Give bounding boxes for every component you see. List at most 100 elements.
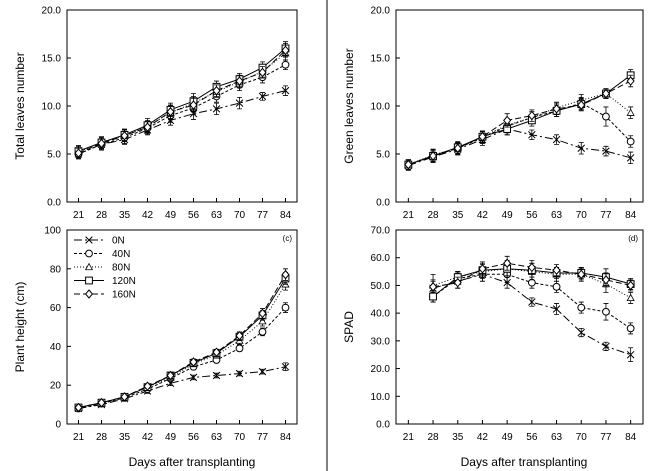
data-point (143, 381, 152, 391)
y-tick-label: 20.0 (371, 6, 391, 17)
x-tick-label: 21 (403, 210, 415, 221)
chart-panel-green-leaves: 0.0 5.0 10.0 15.0 20.0 21 28 35 42 49 56 63 70 77 84 Gr… (342, 6, 644, 221)
x-tick-label: 35 (452, 432, 464, 443)
x-tick-label: 42 (477, 210, 489, 221)
series-line (78, 49, 286, 154)
x-tick-label: 77 (600, 432, 612, 443)
data-point (552, 135, 561, 144)
series-line (78, 90, 286, 155)
series-line (78, 307, 286, 409)
y-tick-label: 5.0 (376, 150, 390, 161)
series-line (408, 80, 631, 166)
data-point (527, 262, 536, 273)
legend-label: 120N (112, 276, 136, 287)
data-point (503, 258, 512, 269)
data-point (428, 282, 438, 292)
data-point (428, 151, 438, 161)
data-point (404, 159, 413, 170)
data-point (74, 402, 83, 413)
y-tick-label: 10.0 (371, 102, 391, 113)
y-tick-label: 100 (44, 226, 61, 237)
data-point (478, 131, 487, 142)
data-point (503, 115, 512, 126)
data-point (577, 328, 586, 337)
data-point (120, 392, 129, 402)
series-line (78, 64, 286, 155)
data-point (235, 330, 244, 341)
data-point (528, 131, 536, 139)
x-tick-label: 70 (234, 210, 246, 221)
data-point (74, 148, 83, 158)
data-point (235, 344, 244, 353)
x-tick-label: 42 (142, 432, 154, 443)
data-point (626, 137, 635, 146)
data-point (120, 130, 129, 141)
x-tick-label: 84 (625, 432, 637, 443)
y-tick-label: 0.0 (376, 198, 390, 209)
data-point (626, 293, 635, 302)
data-point (281, 45, 290, 56)
data-point (601, 88, 611, 99)
data-point (281, 363, 290, 371)
x-tick-label: 21 (73, 432, 85, 443)
y-tick-label: 70.0 (371, 226, 391, 237)
data-point (258, 67, 267, 78)
data-point (212, 85, 221, 96)
data-point (212, 371, 221, 380)
x-tick-label: 28 (427, 210, 439, 221)
x-tick-label: 35 (452, 210, 464, 221)
legend-marker (84, 262, 94, 271)
data-point (626, 324, 635, 333)
x-tick-label: 56 (526, 432, 538, 443)
y-tick-label: 20.0 (371, 364, 391, 375)
x-tick-label: 84 (625, 210, 637, 221)
data-point (626, 350, 635, 359)
panel-label: (d) (628, 234, 638, 243)
data-point (281, 303, 290, 312)
data-point (429, 292, 437, 301)
data-point (258, 327, 267, 336)
legend-label: 0N (112, 236, 125, 247)
x-tick-label: 28 (427, 432, 439, 443)
data-point (189, 100, 198, 110)
x-tick-label: 77 (600, 210, 612, 221)
data-point (577, 269, 586, 280)
chart-panel-spad: 0.0 10.0 20.0 30.0 40.0 50.0 60.0 70.0 21 28 35 42 4… (342, 226, 644, 443)
x-axis-title-left: Days after transplanting (129, 455, 256, 469)
series-line (78, 48, 286, 152)
legend: 0N 40N 80N 120N 160N (74, 236, 136, 301)
x-tick-label: 49 (502, 210, 514, 221)
data-point (577, 303, 586, 312)
series-line (408, 102, 631, 166)
x-tick-label: 63 (211, 210, 223, 221)
data-point (602, 307, 610, 316)
x-tick-label: 84 (280, 210, 292, 221)
data-point (235, 76, 244, 86)
data-point (258, 367, 267, 376)
x-tick-label: 70 (576, 432, 588, 443)
y-tick-label: 10.0 (371, 392, 391, 403)
y-axis-title: Total leaves number (13, 52, 27, 159)
x-tick-label: 49 (165, 432, 177, 443)
data-point (527, 110, 536, 121)
y-tick-label: 0.0 (376, 420, 390, 431)
data-point (281, 60, 290, 69)
y-tick-label: 5.0 (47, 150, 61, 161)
data-point (552, 265, 561, 275)
data-point (602, 147, 610, 155)
y-tick-label: 0.0 (47, 198, 61, 209)
series-160n (428, 255, 635, 293)
x-tick-label: 63 (551, 210, 563, 221)
data-point (212, 105, 221, 113)
data-point (626, 76, 635, 86)
y-tick-label: 30.0 (371, 336, 391, 347)
y-tick-label: 40.0 (371, 309, 391, 320)
y-tick-label: 50.0 (371, 281, 391, 292)
data-point (577, 100, 586, 110)
x-tick-label: 70 (234, 432, 246, 443)
legend-marker (85, 276, 93, 285)
data-point (97, 138, 106, 149)
y-tick-label: 80 (50, 264, 62, 275)
